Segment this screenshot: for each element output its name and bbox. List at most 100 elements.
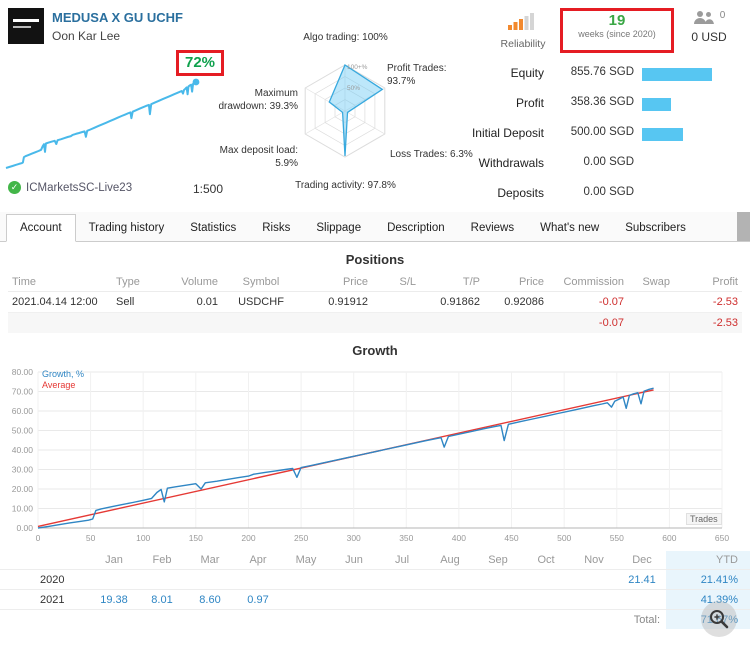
- month-cell: [522, 569, 570, 590]
- month-cell: 8.60: [186, 589, 234, 610]
- growth-percent: 72%: [185, 54, 216, 71]
- monthly-row-2020: 2020 21.41 21.41%: [0, 569, 750, 590]
- verified-check-icon: ✓: [8, 181, 21, 194]
- tab-slippage[interactable]: Slippage: [316, 222, 362, 234]
- col-profit: Profit: [674, 273, 742, 292]
- empty-cell: [378, 609, 426, 629]
- month-header: Feb: [152, 554, 172, 566]
- col-price-current: Price: [484, 273, 548, 292]
- month-cell: [138, 569, 186, 590]
- svg-text:600: 600: [662, 533, 676, 543]
- leverage: 1:500: [193, 182, 224, 196]
- month-cell: [330, 589, 378, 610]
- stat-label: Deposits: [497, 186, 544, 200]
- broker-row: ✓ ICMarketsSC-Live23: [8, 181, 132, 194]
- month-header: Dec: [632, 554, 652, 566]
- month-cell: [474, 589, 522, 610]
- month-header: Sep: [488, 554, 508, 566]
- signal-author[interactable]: Oon Kar Lee: [52, 29, 121, 43]
- cell-profit: -2.53: [674, 291, 742, 313]
- growth-percent-badge: 72%: [176, 50, 225, 76]
- position-row[interactable]: 2021.04.14 12:00 Sell 0.01 USDCHF 0.9191…: [8, 291, 742, 313]
- empty-cell: [426, 609, 474, 629]
- month-cell: 21.41: [618, 569, 666, 590]
- provider-logo: [8, 8, 44, 44]
- svg-text:0: 0: [36, 533, 41, 543]
- reliability-bars-icon: [508, 13, 534, 30]
- cell-tp: 0.91862: [420, 291, 484, 313]
- col-swap: Swap: [628, 273, 674, 292]
- svg-text:20.00: 20.00: [12, 484, 34, 494]
- stat-row-initial-deposit: Initial Deposit 500.00 SGD: [0, 126, 750, 142]
- month-cell: [282, 569, 330, 590]
- empty-cell: [474, 609, 522, 629]
- tab-subscribers[interactable]: Subscribers: [625, 222, 686, 234]
- x-axis-note: Trades: [686, 513, 722, 525]
- empty-cell: [138, 609, 186, 629]
- people-icon: [693, 11, 714, 24]
- tab-description[interactable]: Description: [387, 222, 445, 234]
- empty-cell: [8, 312, 548, 333]
- tab-trading-history[interactable]: Trading history: [88, 222, 165, 234]
- month-cell: [570, 569, 618, 590]
- stat-bar: [642, 128, 683, 141]
- total-label: Total:: [618, 609, 666, 629]
- col-volume: Volume: [168, 273, 222, 292]
- cell-swap: [628, 291, 674, 313]
- empty-cell: [234, 609, 282, 629]
- svg-text:400: 400: [452, 533, 466, 543]
- zoom-button[interactable]: [701, 601, 737, 637]
- radar-label-max-deposit-load: Max deposit load: 5.9%: [219, 145, 298, 169]
- tab-risks[interactable]: Risks: [262, 222, 291, 234]
- col-time: Time: [8, 273, 112, 292]
- tab-whats-new[interactable]: What's new: [540, 222, 600, 234]
- radar-label-algo-trading: Algo trading: 100%: [303, 32, 388, 43]
- svg-text:350: 350: [399, 533, 413, 543]
- cell-type: Sell: [112, 291, 168, 313]
- tab-account[interactable]: Account: [6, 214, 76, 242]
- broker-name[interactable]: ICMarketsSC-Live23: [26, 181, 133, 194]
- reliability-label: Reliability: [500, 38, 546, 50]
- chart-legend: Growth, % Average: [42, 369, 84, 391]
- month-header: May: [295, 554, 317, 566]
- weeks-label: weeks (since 2020): [578, 29, 656, 39]
- month-header: Mar: [200, 554, 220, 566]
- empty-cell: [0, 609, 90, 629]
- stat-value: 0.00 SGD: [583, 186, 635, 198]
- svg-text:30.00: 30.00: [12, 465, 34, 475]
- positions-title: Positions: [345, 252, 405, 267]
- radar-label-loss-trades: Loss Trades: 6.3%: [390, 149, 473, 160]
- month-cell: [474, 569, 522, 590]
- svg-text:500: 500: [557, 533, 571, 543]
- month-header: Aug: [440, 554, 460, 566]
- empty-cell: [330, 609, 378, 629]
- tab-bar-end: [737, 212, 750, 241]
- col-sl: S/L: [372, 273, 420, 292]
- month-header: Jul: [394, 554, 410, 566]
- month-cell: [378, 569, 426, 590]
- tab-statistics[interactable]: Statistics: [190, 222, 237, 234]
- stat-row-withdrawals: Withdrawals 0.00 SGD: [0, 156, 750, 172]
- stat-value: 358.36 SGD: [570, 96, 634, 108]
- stat-bar: [642, 68, 712, 81]
- tab-reviews[interactable]: Reviews: [470, 222, 515, 234]
- cell-price-current: 0.92086: [484, 291, 548, 313]
- weeks-since-badge: 19 weeks (since 2020): [560, 8, 674, 53]
- month-cell: [570, 589, 618, 610]
- empty-cell: [90, 609, 138, 629]
- svg-text:650: 650: [715, 533, 729, 543]
- svg-text:0.00: 0.00: [16, 523, 33, 533]
- month-header: Oct: [537, 554, 555, 566]
- svg-text:150: 150: [189, 533, 203, 543]
- stat-value: 500.00 SGD: [570, 126, 634, 138]
- legend-growth: Growth, %: [42, 369, 85, 379]
- legend-average: Average: [42, 380, 76, 390]
- month-cell: 0.97: [234, 589, 282, 610]
- subscribers-count: 0: [719, 10, 726, 21]
- svg-text:250: 250: [294, 533, 308, 543]
- svg-text:100+%: 100+%: [347, 64, 368, 71]
- magnifier-icon: [710, 610, 729, 629]
- cell-time: 2021.04.14 12:00: [8, 291, 112, 313]
- positions-table: Time Type Volume Symbol Price S/L T/P Pr…: [8, 273, 742, 333]
- signal-title: MEDUSA X GU UCHF: [52, 10, 183, 25]
